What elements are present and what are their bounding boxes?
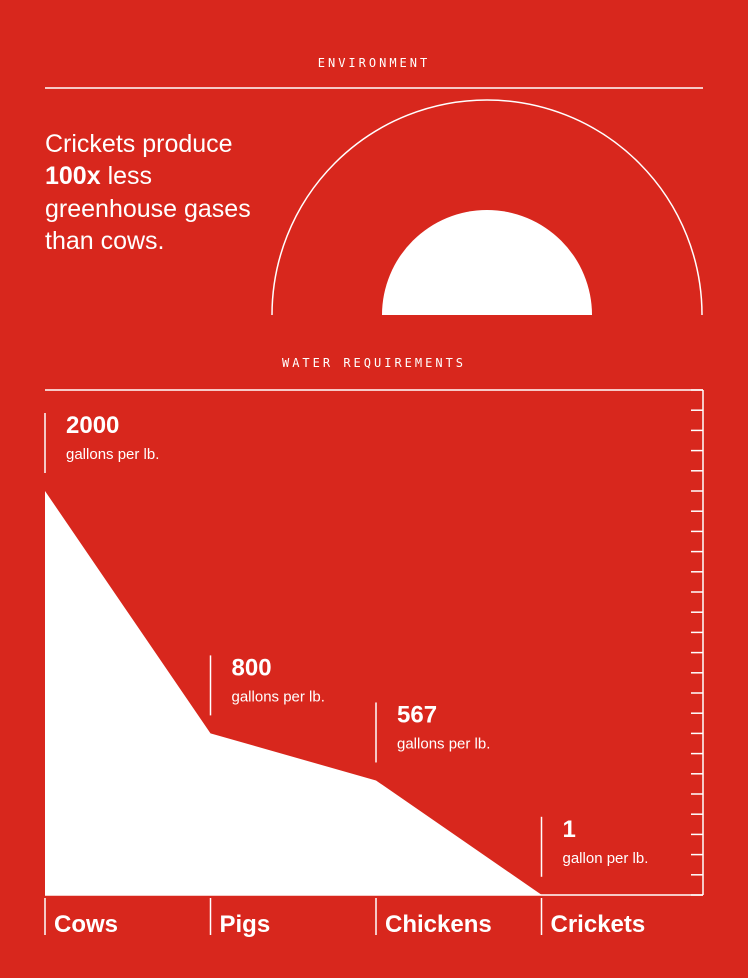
headline: 100x less bbox=[45, 162, 152, 190]
category-label: Chickens bbox=[385, 911, 492, 938]
category-label: Pigs bbox=[220, 911, 271, 938]
headline-bold: 100x bbox=[45, 162, 101, 190]
headline: than cows. bbox=[45, 227, 165, 255]
section-label: ENVIRONMENT bbox=[318, 56, 430, 70]
unit-label: gallons per lb. bbox=[232, 688, 325, 705]
value-label: 2000 bbox=[66, 412, 119, 439]
value-label: 800 bbox=[232, 654, 272, 681]
chart-title: WATER REQUIREMENTS bbox=[282, 356, 466, 370]
value-label: 1 bbox=[563, 816, 576, 843]
area bbox=[45, 491, 542, 895]
headline: greenhouse gases bbox=[45, 195, 251, 223]
unit-label: gallons per lb. bbox=[397, 735, 490, 752]
unit-label: gallon per lb. bbox=[563, 850, 649, 867]
category-label: Crickets bbox=[551, 911, 646, 938]
unit-label: gallons per lb. bbox=[66, 446, 159, 463]
cows-semicircle bbox=[271, 99, 703, 316]
crickets-semicircle bbox=[382, 210, 592, 315]
headline: Crickets produce bbox=[45, 130, 233, 158]
value-label: 567 bbox=[397, 701, 437, 728]
headline-rest: less bbox=[108, 162, 152, 190]
category-label: Cows bbox=[54, 911, 118, 938]
